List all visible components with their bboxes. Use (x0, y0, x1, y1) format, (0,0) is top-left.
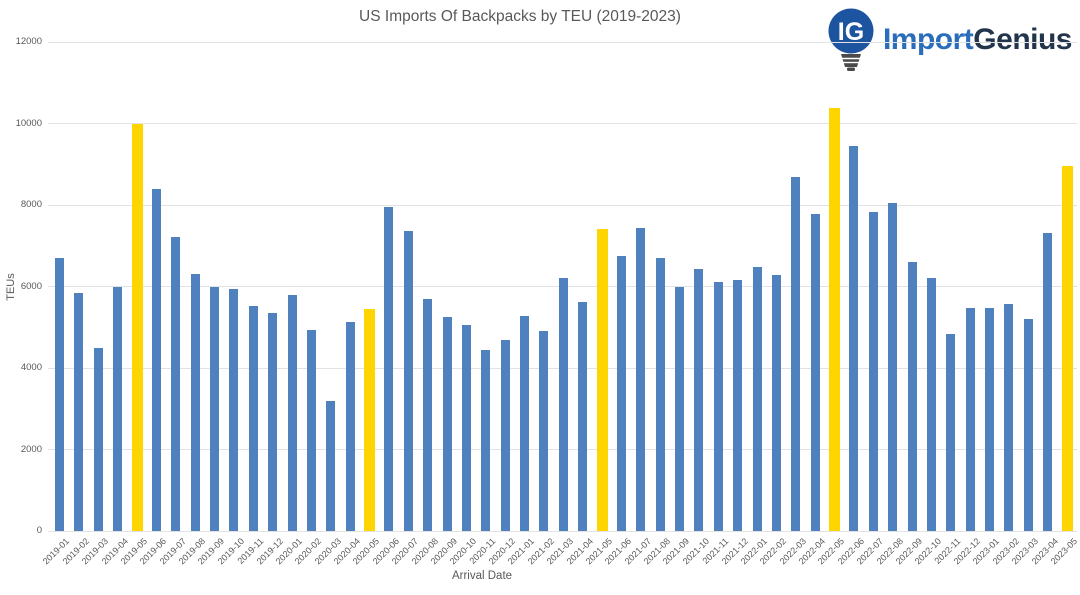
bar (616, 256, 626, 531)
bar (752, 267, 762, 531)
gridline (48, 530, 1077, 532)
bar (713, 282, 723, 531)
bar (287, 295, 297, 531)
bar (1004, 303, 1014, 531)
bar-highlighted (131, 123, 143, 531)
bar (210, 287, 219, 531)
bar (965, 307, 975, 531)
gridline (48, 41, 1077, 43)
bar-highlighted (596, 229, 608, 531)
bar (268, 313, 278, 531)
bar (190, 274, 200, 531)
bar (849, 146, 859, 531)
y-tick-label: 8000 (20, 199, 42, 210)
bar (423, 299, 433, 531)
bar-highlighted (364, 309, 375, 531)
y-tick-label: 2000 (20, 443, 42, 455)
bar (791, 177, 801, 531)
logo-wordmark: ImportGenius (882, 23, 1073, 57)
bar (74, 292, 84, 531)
bar (461, 324, 471, 531)
bar (675, 287, 684, 531)
y-tick-label: 10000 (15, 117, 42, 129)
bar (171, 236, 181, 531)
bar (868, 212, 878, 531)
bar (55, 258, 64, 531)
chart-title: US Imports Of Backpacks by TEU (2019-202… (359, 8, 681, 25)
bar (888, 203, 898, 531)
bar (578, 302, 588, 531)
bar (985, 308, 994, 531)
bar (442, 317, 452, 531)
bar (481, 349, 491, 531)
bar (384, 207, 394, 531)
bar (113, 286, 123, 531)
logo-text-genius: Genius (973, 23, 1072, 56)
y-tick-label: 0 (36, 525, 42, 536)
bar (946, 334, 956, 531)
bar (1043, 233, 1053, 531)
bar (326, 401, 336, 531)
bar (636, 228, 646, 531)
bar (403, 231, 413, 531)
bar (1023, 318, 1033, 531)
bar (694, 268, 704, 531)
bar (248, 306, 258, 531)
logo-ig-monogram: IG (838, 18, 864, 46)
bar (655, 258, 665, 531)
bar (500, 339, 510, 531)
bar (539, 330, 549, 531)
y-tick-label: 6000 (20, 280, 42, 292)
bar (229, 288, 239, 531)
bar (520, 315, 529, 531)
bar (558, 278, 568, 531)
bar (771, 275, 781, 531)
gridline (48, 204, 1077, 206)
bar (810, 213, 820, 531)
gridline (48, 123, 1077, 124)
logo-text-import: Import (882, 23, 974, 56)
y-tick-label: 4000 (20, 362, 42, 373)
x-axis-title: Arrival Date (451, 570, 513, 582)
bar (306, 330, 316, 531)
bar (907, 262, 917, 531)
bar-highlighted (829, 108, 840, 531)
bar (151, 189, 161, 531)
bar (93, 348, 103, 531)
importgenius-logo: IG ImportGenius (826, 8, 1072, 72)
bar-highlighted (1061, 166, 1073, 531)
bar (345, 321, 355, 531)
bar (926, 278, 936, 531)
y-tick-label: 12000 (15, 36, 42, 47)
bar (733, 279, 743, 531)
